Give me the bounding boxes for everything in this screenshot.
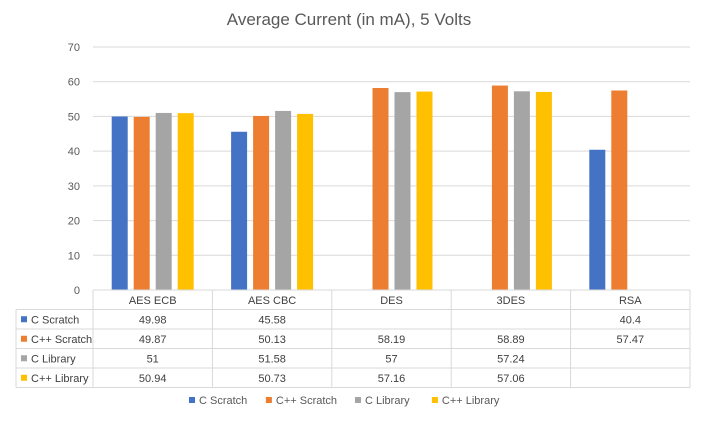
bar <box>155 112 172 290</box>
table-value: 51 <box>147 353 159 365</box>
bar <box>297 113 314 290</box>
bar <box>372 87 389 290</box>
y-tick-label: 20 <box>68 216 80 228</box>
x-category-label: AES ECB <box>129 295 177 307</box>
bar <box>416 91 433 290</box>
bar <box>275 110 292 290</box>
bar <box>231 131 248 290</box>
table-value: 50.13 <box>258 334 286 346</box>
table-value: 49.87 <box>139 334 167 346</box>
bar <box>491 85 508 291</box>
table-value: 51.58 <box>258 353 286 365</box>
legend-label: C++ Library <box>442 395 500 407</box>
table-value: 40.4 <box>620 314 641 326</box>
chart-title: Average Current (in mA), 5 Volts <box>227 10 471 29</box>
table-series-label: C++ Scratch <box>31 334 92 346</box>
y-tick-label: 40 <box>68 146 80 158</box>
legend: C Scratch C++ Scratch C Library C++ Library <box>189 395 500 407</box>
table-value: 57.16 <box>378 373 406 385</box>
y-tick-label: 50 <box>68 111 80 123</box>
legend-label: C Scratch <box>199 395 247 407</box>
data-table: AES ECB AES CBC DES 3DES RSA C Scratch 49.98 45… <box>15 289 691 388</box>
y-axis-ticks: 0 10 20 30 40 50 60 70 <box>68 42 80 297</box>
table-legend-key <box>21 335 27 342</box>
y-tick-label: 30 <box>68 181 80 193</box>
bar <box>589 149 606 290</box>
table-value: 57 <box>385 353 397 365</box>
table-value: 50.94 <box>139 373 167 385</box>
legend-label: C++ Scratch <box>276 395 337 407</box>
y-tick-label: 60 <box>68 77 80 89</box>
y-tick-label: 0 <box>74 285 80 297</box>
table-legend-key <box>21 374 27 381</box>
x-category-label: AES CBC <box>248 295 296 307</box>
x-category-label: 3DES <box>497 295 526 307</box>
y-tick-label: 10 <box>68 250 80 262</box>
y-tick-label: 70 <box>68 42 80 54</box>
table-value: 57.24 <box>497 353 525 365</box>
x-category-label: RSA <box>619 295 642 307</box>
table-value: 50.73 <box>258 373 286 385</box>
table-series-label: C Library <box>31 353 76 365</box>
x-category-label: DES <box>380 295 403 307</box>
legend-swatch <box>431 397 438 403</box>
table-value: 49.98 <box>139 314 167 326</box>
legend-swatch <box>189 397 195 403</box>
bar <box>133 116 150 291</box>
table-value: 57.06 <box>497 373 525 385</box>
bar <box>535 91 552 290</box>
table-legend-key <box>21 355 27 362</box>
bar <box>253 115 270 290</box>
table-value: 58.89 <box>497 334 525 346</box>
table-series-label: C Scratch <box>31 314 79 326</box>
table-value: 57.47 <box>617 334 645 346</box>
legend-swatch <box>355 397 361 403</box>
bar <box>111 116 128 290</box>
table-value: 45.58 <box>258 314 286 326</box>
legend-swatch <box>265 397 272 403</box>
bars <box>111 85 628 291</box>
table-legend-key <box>21 316 27 323</box>
table-series-label: C++ Library <box>31 373 89 385</box>
bar <box>611 90 628 290</box>
bar <box>394 92 411 290</box>
bar <box>513 91 530 290</box>
table-value: 58.19 <box>378 334 406 346</box>
bar <box>177 113 194 290</box>
legend-label: C Library <box>365 395 410 407</box>
